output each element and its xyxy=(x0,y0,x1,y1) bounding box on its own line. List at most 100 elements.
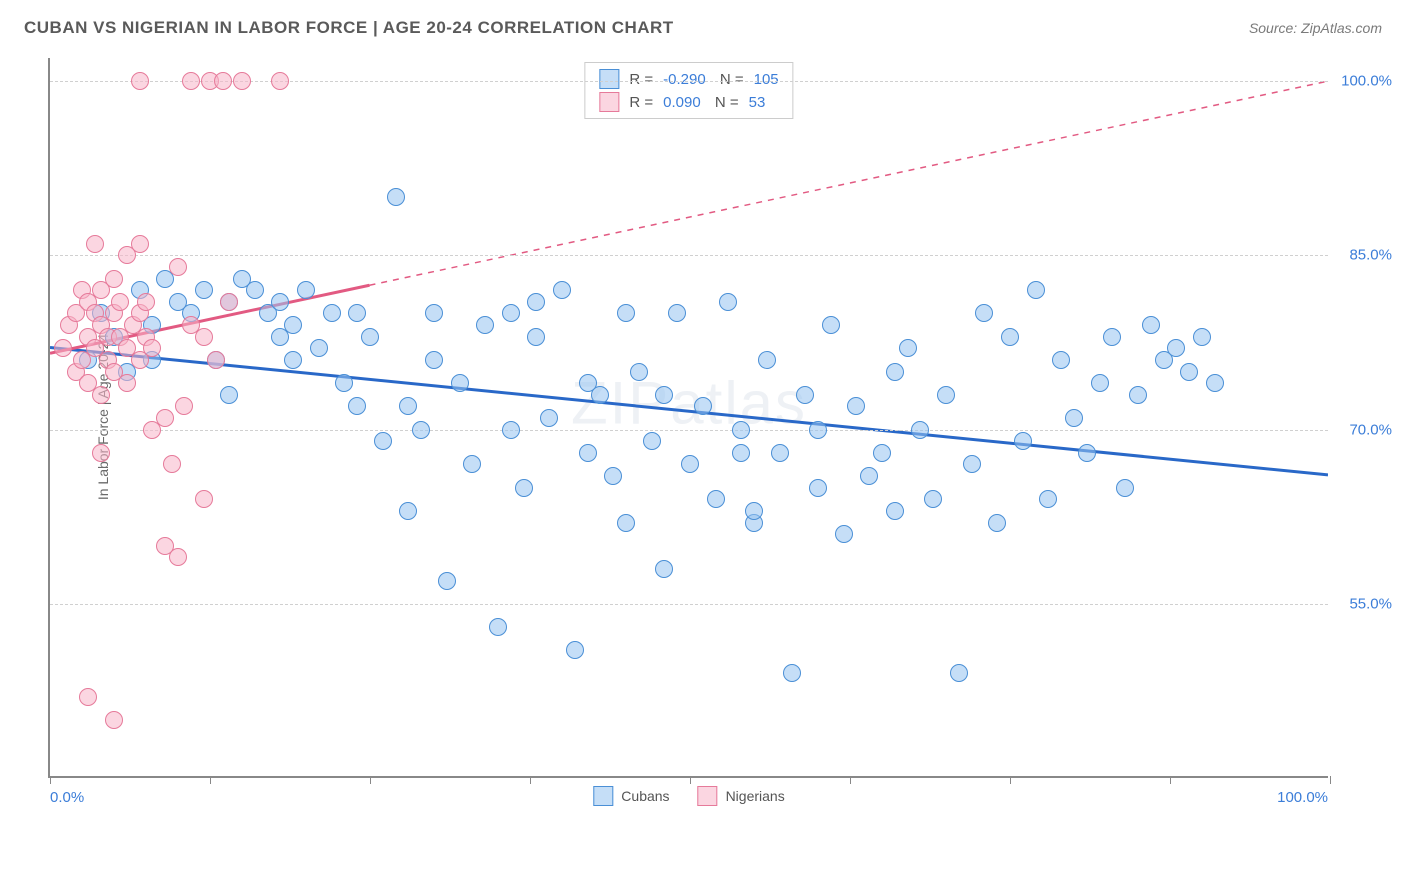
data-point xyxy=(271,293,289,311)
data-point xyxy=(527,328,545,346)
stat-r-label: R = xyxy=(629,71,653,88)
data-point xyxy=(1103,328,1121,346)
stat-r-value-cubans: -0.290 xyxy=(663,71,706,88)
data-point xyxy=(1065,409,1083,427)
data-point xyxy=(835,525,853,543)
data-point xyxy=(527,293,545,311)
data-point xyxy=(617,304,635,322)
data-point xyxy=(655,560,673,578)
data-point xyxy=(1027,281,1045,299)
data-point xyxy=(694,397,712,415)
data-point xyxy=(220,293,238,311)
data-point xyxy=(163,455,181,473)
gridline xyxy=(50,430,1328,431)
source-attribution: Source: ZipAtlas.com xyxy=(1249,20,1382,36)
data-point xyxy=(131,72,149,90)
data-point xyxy=(809,479,827,497)
data-point xyxy=(323,304,341,322)
data-point xyxy=(758,351,776,369)
x-axis-max-label: 100.0% xyxy=(1277,789,1328,806)
gridline xyxy=(50,604,1328,605)
legend-item-cubans: Cubans xyxy=(593,786,669,806)
data-point xyxy=(143,339,161,357)
data-point xyxy=(118,374,136,392)
data-point xyxy=(1167,339,1185,357)
data-point xyxy=(847,397,865,415)
plot-region: ZIPatlas In Labor Force | Age 20-24 0.0%… xyxy=(48,58,1328,778)
data-point xyxy=(374,432,392,450)
y-tick-label: 100.0% xyxy=(1341,73,1392,90)
x-tick xyxy=(1330,776,1331,784)
data-point xyxy=(515,479,533,497)
data-point xyxy=(630,363,648,381)
data-point xyxy=(975,304,993,322)
data-point xyxy=(809,421,827,439)
legend-item-nigerians: Nigerians xyxy=(698,786,785,806)
y-tick-label: 70.0% xyxy=(1349,421,1392,438)
data-point xyxy=(502,304,520,322)
stat-n-value-nigerians: 53 xyxy=(749,94,766,111)
x-tick xyxy=(850,776,851,784)
legend-label-cubans: Cubans xyxy=(621,788,669,804)
data-point xyxy=(169,548,187,566)
data-point xyxy=(886,363,904,381)
data-point xyxy=(1129,386,1147,404)
stat-r-label: R = xyxy=(629,94,653,111)
data-point xyxy=(105,711,123,729)
stats-row-nigerians: R = 0.090 N = 53 xyxy=(599,92,778,112)
data-point xyxy=(182,72,200,90)
data-point xyxy=(111,293,129,311)
y-tick-label: 55.0% xyxy=(1349,595,1392,612)
stat-r-value-nigerians: 0.090 xyxy=(663,94,701,111)
data-point xyxy=(348,397,366,415)
data-point xyxy=(732,421,750,439)
data-point xyxy=(169,258,187,276)
chart-header: CUBAN VS NIGERIAN IN LABOR FORCE | AGE 2… xyxy=(0,0,1406,46)
data-point xyxy=(924,490,942,508)
data-point xyxy=(1116,479,1134,497)
data-point xyxy=(489,618,507,636)
stats-row-cubans: R = -0.290 N = 105 xyxy=(599,69,778,89)
data-point xyxy=(207,351,225,369)
data-point xyxy=(137,293,155,311)
data-point xyxy=(387,188,405,206)
data-point xyxy=(707,490,725,508)
data-point xyxy=(451,374,469,392)
data-point xyxy=(438,572,456,590)
legend-label-nigerians: Nigerians xyxy=(726,788,785,804)
data-point xyxy=(284,351,302,369)
swatch-pink-icon xyxy=(698,786,718,806)
data-point xyxy=(911,421,929,439)
data-point xyxy=(1039,490,1057,508)
data-point xyxy=(655,386,673,404)
x-axis-min-label: 0.0% xyxy=(50,789,84,806)
swatch-blue-icon xyxy=(593,786,613,806)
data-point xyxy=(175,397,193,415)
data-point xyxy=(297,281,315,299)
correlation-stats-box: R = -0.290 N = 105 R = 0.090 N = 53 xyxy=(584,62,793,119)
data-point xyxy=(566,641,584,659)
chart-title: CUBAN VS NIGERIAN IN LABOR FORCE | AGE 2… xyxy=(24,18,674,38)
data-point xyxy=(579,444,597,462)
data-point xyxy=(540,409,558,427)
data-point xyxy=(617,514,635,532)
gridline xyxy=(50,255,1328,256)
data-point xyxy=(899,339,917,357)
data-point xyxy=(1052,351,1070,369)
data-point xyxy=(1180,363,1198,381)
data-point xyxy=(1206,374,1224,392)
data-point xyxy=(271,72,289,90)
data-point xyxy=(335,374,353,392)
data-point xyxy=(476,316,494,334)
data-point xyxy=(950,664,968,682)
data-point xyxy=(988,514,1006,532)
x-tick xyxy=(50,776,51,784)
data-point xyxy=(732,444,750,462)
series-legend: Cubans Nigerians xyxy=(593,786,784,806)
data-point xyxy=(860,467,878,485)
data-point xyxy=(92,444,110,462)
data-point xyxy=(361,328,379,346)
data-point xyxy=(54,339,72,357)
swatch-blue-icon xyxy=(599,69,619,89)
trend-lines xyxy=(50,58,1328,776)
